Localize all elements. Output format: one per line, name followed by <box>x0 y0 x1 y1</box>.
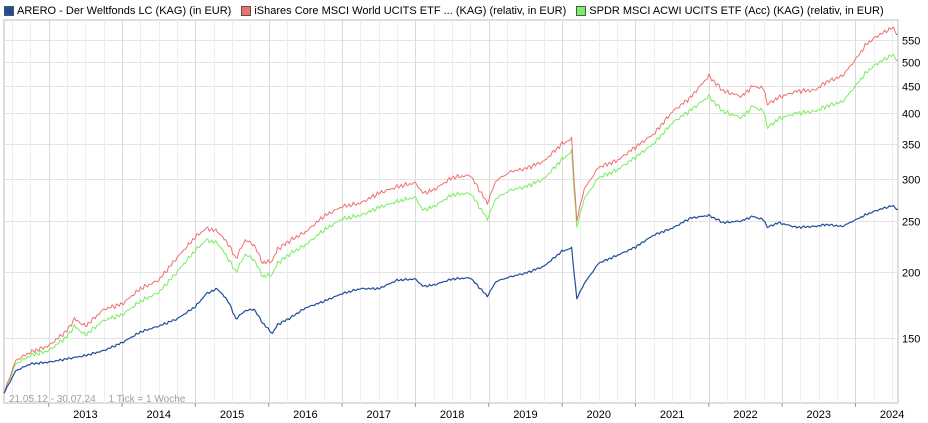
x-tick-label: 2013 <box>73 409 97 421</box>
series-line-spdr <box>3 53 899 394</box>
legend-item-arero[interactable]: ARERO - Der Weltfonds LC (KAG) (in EUR) <box>4 4 231 18</box>
legend-swatch-arero <box>4 6 14 16</box>
x-tick-label: 2019 <box>513 409 537 421</box>
y-tick-label: 450 <box>902 82 920 94</box>
x-tick-label: 2021 <box>660 409 684 421</box>
x-tick-label: 2016 <box>293 409 317 421</box>
legend-label-arero: ARERO - Der Weltfonds LC (KAG) (in EUR) <box>17 5 232 17</box>
y-tick-label: 150 <box>902 334 920 346</box>
x-tick-label: 2024 <box>880 409 904 421</box>
plot-frame <box>3 19 899 404</box>
legend-item-spdr[interactable]: SPDR MSCI ACWI UCITS ETF (Acc) (KAG) (re… <box>576 4 884 18</box>
x-tick-label: 2015 <box>220 409 244 421</box>
legend-swatch-spdr <box>576 6 587 16</box>
chart-legend: ARERO - Der Weltfonds LC (KAG) (in EUR) … <box>4 4 894 18</box>
legend-label-ishares: iShares Core MSCI World UCITS ETF ... (K… <box>254 5 567 17</box>
legend-swatch-ishares <box>241 6 252 16</box>
x-tick-label: 2018 <box>440 409 464 421</box>
legend-label-spdr: SPDR MSCI ACWI UCITS ETF (Acc) (KAG) (re… <box>589 5 884 17</box>
x-tick-label: 2014 <box>147 409 171 421</box>
y-tick-label: 400 <box>902 109 920 121</box>
x-tick-label: 2017 <box>367 409 391 421</box>
y-tick-label: 300 <box>902 175 920 187</box>
date-range-note: 21.05.12 - 30.07.24 1 Tick = 1 Woche <box>9 394 185 405</box>
x-tick-label: 2023 <box>807 409 831 421</box>
y-tick-label: 250 <box>902 217 920 229</box>
y-tick-label: 350 <box>902 140 920 152</box>
x-tick-label: 2022 <box>733 409 757 421</box>
legend-item-ishares[interactable]: iShares Core MSCI World UCITS ETF ... (K… <box>241 4 566 18</box>
y-tick-label: 200 <box>902 268 920 280</box>
y-tick-label: 500 <box>902 58 920 70</box>
y-tick-label: 550 <box>902 36 920 48</box>
series-line-ishares <box>3 26 899 394</box>
x-tick-label: 2020 <box>587 409 611 421</box>
date-range-text: 21.05.12 - 30.07.24 <box>9 394 96 405</box>
series-line-arero <box>3 205 899 394</box>
tick-note-text: 1 Tick = 1 Woche <box>108 394 186 405</box>
